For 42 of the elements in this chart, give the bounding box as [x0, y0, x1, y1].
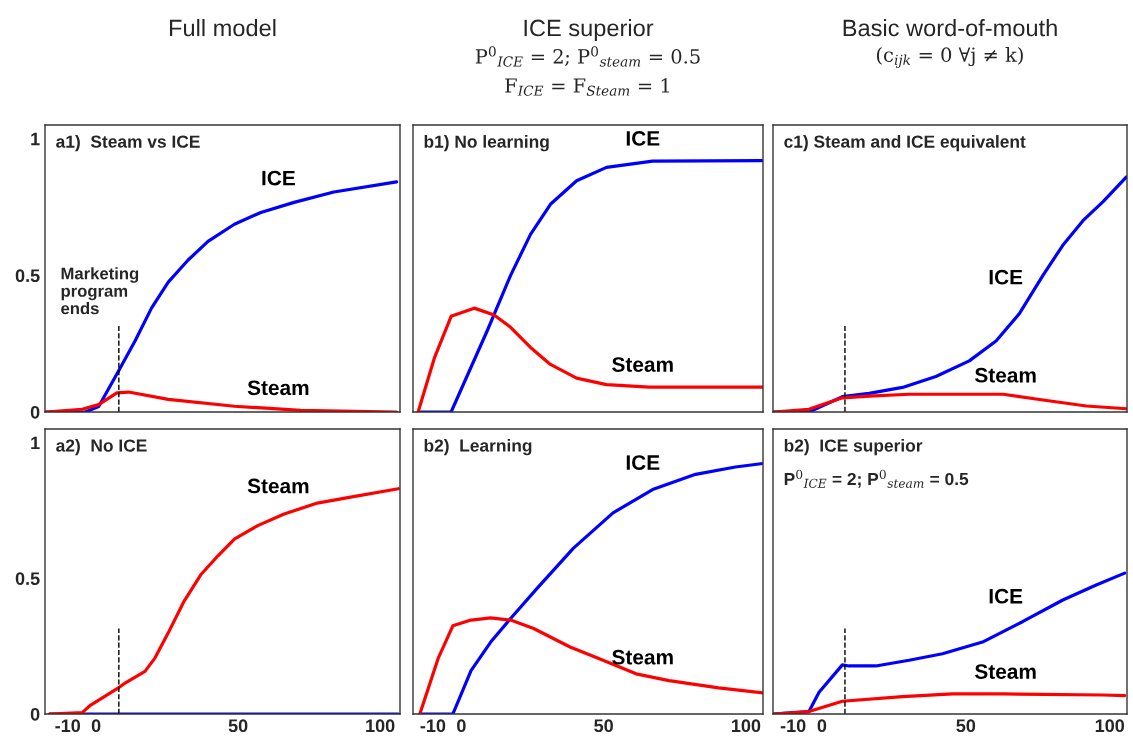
series-label: Steam	[612, 357, 673, 372]
x-tick-label: -10	[55, 719, 81, 733]
x-tick-label: -10	[420, 719, 446, 733]
text: P$^{0}$$_{ICE}$ = 2; P$^{0}$$_{steam}$ = 0.5 F$_{ICE}$ = F$_{Steam}$ = 1	[475, 46, 700, 96]
annotation: a2) No ICE	[56, 438, 147, 456]
series-label: ICE	[626, 131, 660, 146]
series-label: Steam	[247, 380, 309, 396]
annotation: c1) Steam and ICE equivalent	[784, 135, 1026, 152]
series-label: Steam	[247, 478, 309, 494]
x-tick-label: 0	[817, 719, 827, 733]
annotation: b1) No learning	[424, 135, 549, 152]
chart-title: Full model	[169, 19, 276, 37]
y-tick-label: 0	[30, 707, 40, 721]
chart-title: ICE superior	[524, 19, 654, 41]
y-tick-label: 0.5	[15, 572, 40, 586]
x-tick-label: 50	[594, 719, 613, 733]
y-tick-label: 0.5	[15, 269, 40, 283]
x-tick-label: 0	[457, 719, 466, 733]
x-tick-label: 100	[732, 719, 761, 733]
annotation: a1) Steam vs ICE	[56, 135, 200, 152]
x-tick-label: 50	[228, 719, 248, 733]
ref-line-label: Marketing program ends	[61, 267, 139, 315]
chart-subtitle: (c$_{ijk}$ = 0 ∀j ≠ k)	[876, 47, 1023, 68]
x-tick-label: 100	[366, 719, 395, 733]
annotation: P$^{0}$$_{ICE}$ = 2; P$^{0}$$_{steam}$ = 0.5	[784, 469, 969, 488]
y-tick-label: 0	[30, 405, 40, 419]
series-label: ICE	[989, 269, 1023, 285]
annotation: b2) ICE superior	[784, 438, 923, 456]
series-label: ICE	[989, 588, 1023, 604]
y-tick-label: 1	[31, 436, 40, 450]
series-label: ICE	[626, 455, 660, 470]
x-tick-label: -10	[780, 719, 806, 733]
annotation: b2) Learning	[424, 438, 532, 456]
chart-title: Basic word-of-mouth	[843, 19, 1057, 37]
series-label: Steam	[974, 664, 1036, 679]
series-label: Steam	[974, 367, 1036, 383]
x-tick-label: 0	[91, 719, 101, 733]
y-tick-label: 1	[31, 132, 40, 146]
x-tick-label: 50	[956, 719, 976, 733]
x-tick-label: 100	[1095, 719, 1125, 733]
series-label: ICE	[262, 170, 295, 186]
series-label: Steam	[612, 649, 673, 665]
